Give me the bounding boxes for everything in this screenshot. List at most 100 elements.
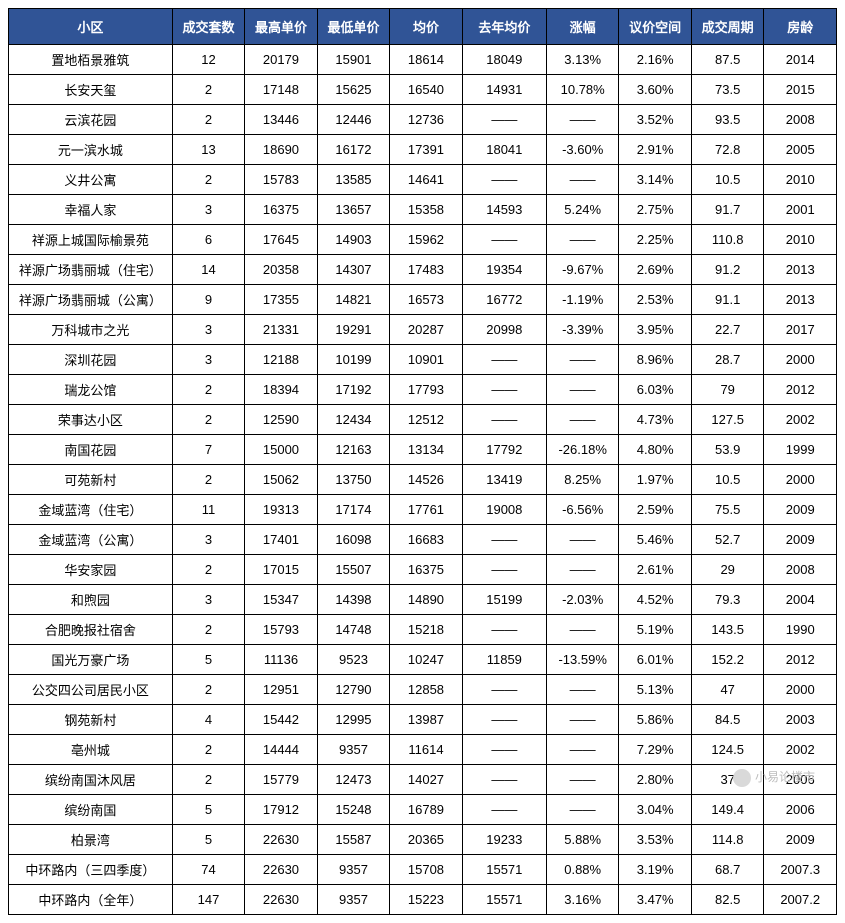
table-row: 公交四公司居民小区2129511279012858————5.13%472000 — [9, 675, 837, 705]
cell-change: —— — [546, 345, 619, 375]
cell-name: 长安天玺 — [9, 75, 173, 105]
cell-bargain: 2.80% — [619, 765, 692, 795]
cell-age: 2013 — [764, 285, 837, 315]
cell-change: -26.18% — [546, 435, 619, 465]
cell-change: 5.88% — [546, 825, 619, 855]
cell-age: 2007.3 — [764, 855, 837, 885]
cell-age: 2009 — [764, 525, 837, 555]
table-row: 长安天玺21714815625165401493110.78%3.60%73.5… — [9, 75, 837, 105]
cell-avg: 15223 — [390, 885, 463, 915]
cell-low: 15901 — [317, 45, 390, 75]
cell-bargain: 6.03% — [619, 375, 692, 405]
cell-high: 22630 — [245, 885, 318, 915]
cell-high: 17015 — [245, 555, 318, 585]
cell-high: 18394 — [245, 375, 318, 405]
cell-high: 12951 — [245, 675, 318, 705]
cell-age: 2003 — [764, 705, 837, 735]
cell-age: 2008 — [764, 105, 837, 135]
cell-lastyear: —— — [462, 165, 546, 195]
cell-age: 2010 — [764, 225, 837, 255]
table-row: 可苑新村2150621375014526134198.25%1.97%10.52… — [9, 465, 837, 495]
cell-cycle: 75.5 — [691, 495, 764, 525]
table-row: 祥源广场翡丽城（公寓）917355148211657316772-1.19%2.… — [9, 285, 837, 315]
cell-cycle: 28.7 — [691, 345, 764, 375]
cell-name: 云滨花园 — [9, 105, 173, 135]
cell-low: 9357 — [317, 855, 390, 885]
cell-cycle: 79 — [691, 375, 764, 405]
cell-avg: 14027 — [390, 765, 463, 795]
cell-deals: 2 — [172, 105, 245, 135]
cell-avg: 15358 — [390, 195, 463, 225]
cell-change: —— — [546, 795, 619, 825]
cell-bargain: 3.47% — [619, 885, 692, 915]
cell-age: 2005 — [764, 135, 837, 165]
cell-lastyear: 20998 — [462, 315, 546, 345]
cell-lastyear: —— — [462, 795, 546, 825]
cell-cycle: 10.5 — [691, 165, 764, 195]
cell-cycle: 84.5 — [691, 705, 764, 735]
cell-bargain: 4.52% — [619, 585, 692, 615]
cell-high: 15442 — [245, 705, 318, 735]
cell-low: 12995 — [317, 705, 390, 735]
cell-high: 12590 — [245, 405, 318, 435]
table-row: 中环路内（三四季度）7422630935715708155710.88%3.19… — [9, 855, 837, 885]
cell-high: 17148 — [245, 75, 318, 105]
cell-name: 钢苑新村 — [9, 705, 173, 735]
cell-cycle: 91.7 — [691, 195, 764, 225]
cell-change: 3.16% — [546, 885, 619, 915]
cell-bargain: 2.91% — [619, 135, 692, 165]
cell-cycle: 124.5 — [691, 735, 764, 765]
cell-change: —— — [546, 525, 619, 555]
cell-high: 17645 — [245, 225, 318, 255]
cell-avg: 12736 — [390, 105, 463, 135]
cell-high: 15347 — [245, 585, 318, 615]
cell-avg: 15708 — [390, 855, 463, 885]
table-row: 元一滨水城1318690161721739118041-3.60%2.91%72… — [9, 135, 837, 165]
cell-name: 金域蓝湾（住宅） — [9, 495, 173, 525]
cell-deals: 3 — [172, 315, 245, 345]
cell-low: 13750 — [317, 465, 390, 495]
cell-lastyear: 18041 — [462, 135, 546, 165]
cell-avg: 11614 — [390, 735, 463, 765]
cell-lastyear: —— — [462, 405, 546, 435]
cell-high: 12188 — [245, 345, 318, 375]
cell-high: 14444 — [245, 735, 318, 765]
cell-change: -3.39% — [546, 315, 619, 345]
cell-lastyear: —— — [462, 225, 546, 255]
cell-name: 柏景湾 — [9, 825, 173, 855]
cell-deals: 5 — [172, 825, 245, 855]
cell-age: 2001 — [764, 195, 837, 225]
cell-deals: 14 — [172, 255, 245, 285]
cell-low: 14307 — [317, 255, 390, 285]
cell-bargain: 8.96% — [619, 345, 692, 375]
cell-avg: 14526 — [390, 465, 463, 495]
property-data-table: 小区成交套数最高单价最低单价均价去年均价涨幅议价空间成交周期房龄 置地栢景雅筑1… — [8, 8, 837, 915]
cell-deals: 5 — [172, 795, 245, 825]
cell-name: 幸福人家 — [9, 195, 173, 225]
cell-cycle: 73.5 — [691, 75, 764, 105]
cell-avg: 17793 — [390, 375, 463, 405]
cell-deals: 9 — [172, 285, 245, 315]
cell-avg: 14641 — [390, 165, 463, 195]
cell-deals: 2 — [172, 765, 245, 795]
cell-low: 15625 — [317, 75, 390, 105]
cell-low: 15507 — [317, 555, 390, 585]
cell-low: 17192 — [317, 375, 390, 405]
cell-bargain: 5.46% — [619, 525, 692, 555]
cell-lastyear: —— — [462, 615, 546, 645]
cell-deals: 5 — [172, 645, 245, 675]
table-row: 中环路内（全年）14722630935715223155713.16%3.47%… — [9, 885, 837, 915]
cell-low: 15587 — [317, 825, 390, 855]
table-row: 金域蓝湾（公寓）3174011609816683————5.46%52.7200… — [9, 525, 837, 555]
col-header-cycle: 成交周期 — [691, 9, 764, 45]
table-row: 荣事达小区2125901243412512————4.73%127.52002 — [9, 405, 837, 435]
cell-name: 缤纷南国 — [9, 795, 173, 825]
cell-change: -2.03% — [546, 585, 619, 615]
cell-cycle: 53.9 — [691, 435, 764, 465]
table-row: 金域蓝湾（住宅）1119313171741776119008-6.56%2.59… — [9, 495, 837, 525]
cell-cycle: 143.5 — [691, 615, 764, 645]
cell-avg: 10247 — [390, 645, 463, 675]
cell-low: 12434 — [317, 405, 390, 435]
cell-change: 0.88% — [546, 855, 619, 885]
cell-name: 祥源上城国际榆景苑 — [9, 225, 173, 255]
